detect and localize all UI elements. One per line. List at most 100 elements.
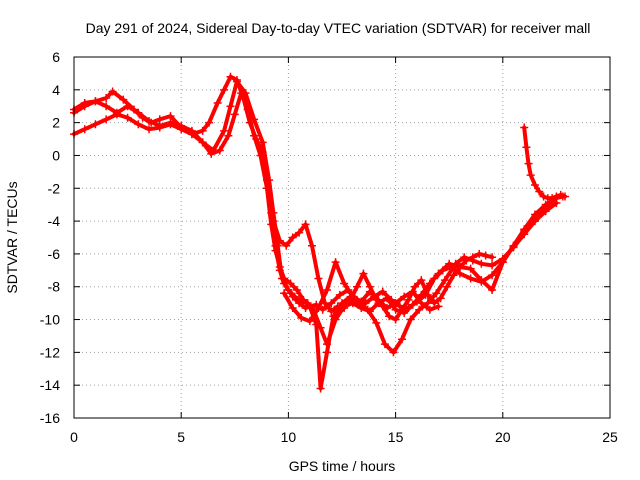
data-point-marker [340, 304, 349, 313]
y-tick-label: 0 [52, 147, 60, 163]
data-point-marker [314, 274, 323, 283]
data-point-marker [288, 233, 297, 242]
data-point-marker [552, 192, 561, 201]
data-point-marker [318, 305, 327, 314]
data-point-marker [481, 251, 490, 260]
data-point-marker [119, 95, 128, 104]
data-point-marker [258, 138, 267, 147]
data-point-marker [434, 269, 443, 278]
data-point-marker [560, 192, 569, 201]
data-point-marker [526, 171, 535, 180]
data-point-marker [322, 348, 331, 357]
data-point-marker [488, 261, 497, 270]
data-point-marker [123, 102, 132, 111]
data-point-marker [314, 304, 323, 313]
data-point-marker [423, 290, 432, 299]
data-point-marker [177, 121, 186, 130]
data-series [70, 72, 569, 393]
data-point-marker [365, 287, 374, 296]
data-point-marker [155, 121, 164, 130]
data-point-marker [198, 138, 207, 147]
data-point-marker [389, 348, 398, 357]
data-point-marker [331, 258, 340, 267]
data-point-marker [284, 286, 293, 295]
series-track-5 [280, 258, 443, 326]
data-point-marker [108, 87, 117, 96]
data-point-marker [406, 315, 415, 324]
data-point-marker [102, 94, 111, 103]
data-point-marker [80, 125, 89, 134]
data-point-marker [301, 304, 310, 313]
data-point-marker [408, 300, 417, 309]
data-point-marker [432, 289, 441, 298]
data-point-marker [292, 286, 301, 295]
data-point-marker [280, 289, 289, 298]
data-point-marker [256, 151, 265, 160]
data-point-marker [237, 89, 246, 98]
data-point-marker [348, 292, 357, 301]
data-point-marker [455, 263, 464, 272]
data-point-marker [213, 98, 222, 107]
x-tick-label: 5 [177, 429, 185, 445]
data-point-marker [280, 274, 289, 283]
data-point-marker [372, 318, 381, 327]
data-point-marker [477, 276, 486, 285]
data-point-marker [230, 110, 239, 119]
data-point-marker [374, 295, 383, 304]
data-point-marker [391, 315, 400, 324]
data-point-marker [123, 113, 132, 122]
data-point-marker [295, 228, 304, 237]
y-tick-label: 4 [52, 82, 60, 98]
data-point-marker [220, 85, 229, 94]
data-point-marker [548, 194, 557, 203]
data-point-marker [224, 131, 233, 140]
data-point-marker [556, 190, 565, 199]
data-point-marker [385, 312, 394, 321]
data-point-marker [488, 271, 497, 280]
data-point-marker [383, 304, 392, 313]
data-point-marker [408, 287, 417, 296]
data-point-marker [488, 253, 497, 262]
data-point-marker [215, 146, 224, 155]
data-point-marker [498, 254, 507, 263]
data-point-marker [380, 340, 389, 349]
series-line [522, 125, 567, 201]
data-point-marker [451, 259, 460, 268]
y-tick-label: -6 [48, 246, 61, 262]
data-point-marker [187, 126, 196, 135]
data-point-marker [316, 384, 325, 393]
chart-title: Day 291 of 2024, Sidereal Day-to-day VTE… [86, 20, 591, 36]
data-point-marker [466, 264, 475, 273]
data-point-marker [363, 305, 372, 314]
x-tick-label: 0 [70, 429, 78, 445]
data-point-marker [134, 120, 143, 129]
data-point-marker [243, 105, 252, 114]
data-point-marker [425, 305, 434, 314]
y-axis-title: SDTVAR / TECUs [4, 181, 20, 293]
data-point-marker [205, 118, 214, 127]
data-point-marker [80, 98, 89, 107]
data-point-marker [359, 269, 368, 278]
data-point-marker [522, 143, 531, 152]
data-point-marker [299, 295, 308, 304]
data-point-marker [312, 320, 321, 329]
data-point-marker [400, 292, 409, 301]
data-point-marker [539, 192, 548, 201]
y-tick-label: 2 [52, 115, 60, 131]
data-point-marker [417, 276, 426, 285]
data-point-marker [398, 335, 407, 344]
y-tick-label: -4 [48, 213, 61, 229]
data-point-marker [307, 241, 316, 250]
data-point-marker [398, 305, 407, 314]
data-point-marker [449, 271, 458, 280]
x-tick-label: 20 [495, 429, 511, 445]
data-point-marker [425, 279, 434, 288]
data-point-marker [410, 282, 419, 291]
y-tick-label: -16 [40, 410, 60, 426]
grid-lines [74, 57, 610, 418]
data-point-marker [488, 286, 497, 295]
data-point-marker [530, 180, 539, 189]
series-track-6 [520, 123, 569, 203]
data-point-marker [232, 77, 241, 86]
data-point-marker [327, 307, 336, 316]
